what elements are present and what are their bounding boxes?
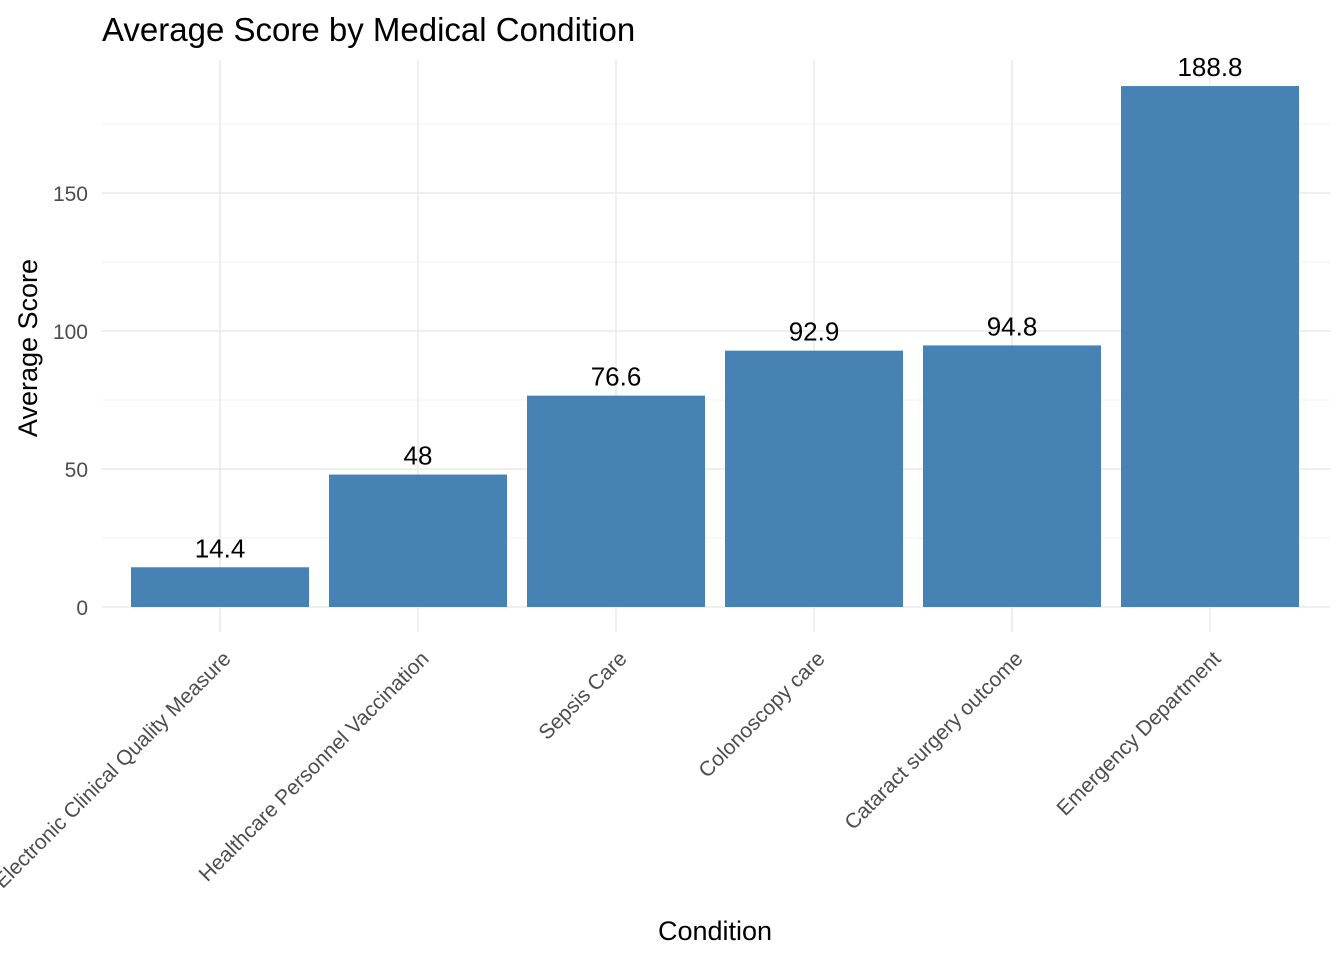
bar bbox=[923, 345, 1101, 607]
bars bbox=[131, 86, 1299, 608]
bar bbox=[725, 350, 903, 607]
x-tick-label: Electronic Clinical Quality Measure bbox=[0, 647, 236, 893]
bar bbox=[329, 474, 507, 607]
bar-value-label: 92.9 bbox=[789, 317, 840, 347]
y-tick-label: 50 bbox=[65, 459, 88, 482]
bar bbox=[1121, 86, 1299, 608]
bar bbox=[527, 395, 705, 607]
y-tick-label: 100 bbox=[53, 321, 88, 344]
x-tick-label: Healthcare Personnel Vaccination bbox=[195, 647, 434, 886]
bar-value-label: 48 bbox=[404, 441, 433, 471]
x-tick-label: Sepsis Care bbox=[534, 647, 631, 744]
chart-title: Average Score by Medical Condition bbox=[102, 11, 635, 48]
x-axis-ticks: Electronic Clinical Quality MeasureHealt… bbox=[0, 647, 1226, 893]
y-axis-ticks: 0 50 100 150 bbox=[53, 183, 88, 620]
bar bbox=[131, 567, 309, 607]
x-tick-label: Emergency Department bbox=[1052, 647, 1225, 820]
bar-value-label: 94.8 bbox=[987, 311, 1038, 341]
bar-value-label: 76.6 bbox=[591, 362, 642, 392]
y-tick-label: 0 bbox=[76, 597, 88, 620]
y-tick-label: 150 bbox=[53, 183, 88, 206]
bar-labels: 14.4 48 76.6 92.9 94.8 188.8 bbox=[195, 52, 1243, 563]
x-tick-label: Cataract surgery outcome bbox=[840, 647, 1027, 834]
x-tick-label: Colonoscopy care bbox=[694, 647, 829, 782]
bar-value-label: 14.4 bbox=[195, 533, 246, 563]
x-axis-title: Condition bbox=[658, 916, 772, 946]
bar-value-label: 188.8 bbox=[1177, 52, 1242, 82]
y-axis-title: Average Score bbox=[13, 259, 43, 437]
